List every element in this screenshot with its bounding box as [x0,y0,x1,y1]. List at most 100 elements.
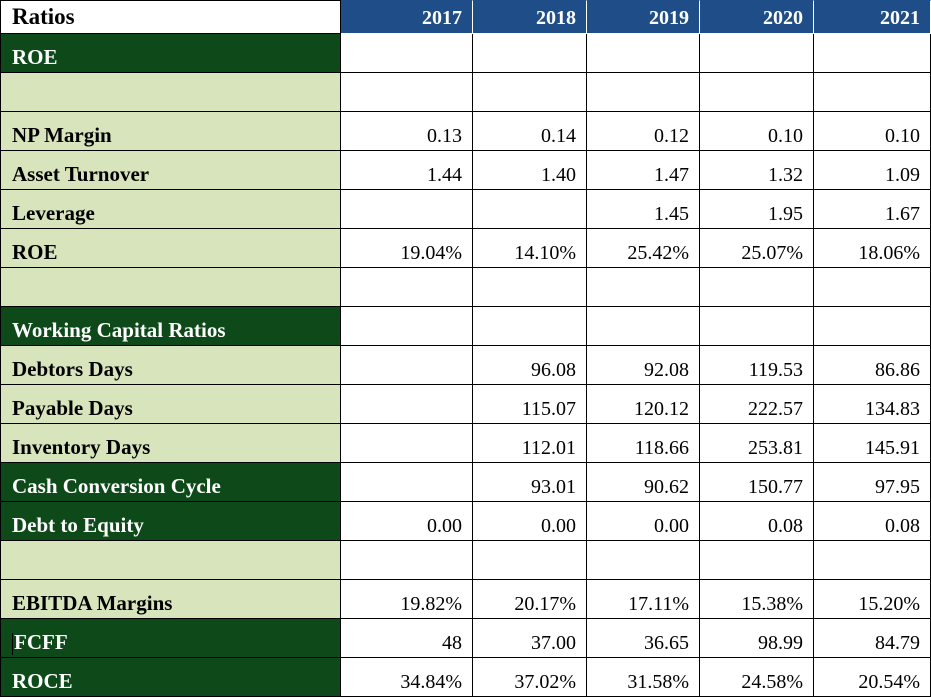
row-label[interactable]: Payable Days [0,385,341,424]
row-label[interactable]: EBITDA Margins [0,580,341,619]
value-cell-2019[interactable]: 0.00 [587,502,700,541]
value-cell-2020[interactable]: 15.38% [700,580,814,619]
value-cell-2019[interactable]: 0.12 [587,112,700,151]
value-cell-2018[interactable]: 0.14 [473,112,587,151]
value-cell-2018[interactable] [473,73,587,112]
value-cell-2018[interactable]: 115.07 [473,385,587,424]
row-label[interactable]: Asset Turnover [0,151,341,190]
row-label[interactable] [0,268,341,307]
value-cell-2019[interactable] [587,307,700,346]
value-cell-2020[interactable]: 24.58% [700,658,814,697]
row-label[interactable]: ROE [0,34,341,73]
value-cell-2021[interactable]: 20.54% [814,658,931,697]
row-label[interactable] [0,73,341,112]
value-cell-2018[interactable] [473,268,587,307]
value-cell-2020[interactable] [700,268,814,307]
value-cell-2021[interactable]: 1.67 [814,190,931,229]
value-cell-2018[interactable]: 14.10% [473,229,587,268]
value-cell-2020[interactable] [700,307,814,346]
table-title[interactable]: Ratios [0,0,341,34]
value-cell-2019[interactable]: 120.12 [587,385,700,424]
value-cell-2019[interactable] [587,34,700,73]
value-cell-2018[interactable]: 112.01 [473,424,587,463]
value-cell-2018[interactable]: 93.01 [473,463,587,502]
value-cell-2021[interactable]: 0.10 [814,112,931,151]
value-cell-2021[interactable]: 145.91 [814,424,931,463]
value-cell-2017[interactable] [341,73,473,112]
value-cell-2021[interactable]: 18.06% [814,229,931,268]
value-cell-2017[interactable] [341,541,473,580]
value-cell-2020[interactable]: 222.57 [700,385,814,424]
value-cell-2018[interactable]: 1.40 [473,151,587,190]
value-cell-2019[interactable]: 90.62 [587,463,700,502]
row-label[interactable]: Working Capital Ratios [0,307,341,346]
value-cell-2017[interactable]: 19.04% [341,229,473,268]
value-cell-2018[interactable]: 0.00 [473,502,587,541]
value-cell-2019[interactable]: 118.66 [587,424,700,463]
row-label[interactable]: Leverage [0,190,341,229]
year-header-2021[interactable]: 2021 [814,0,931,34]
value-cell-2018[interactable]: 37.00 [473,619,587,658]
row-label[interactable]: Inventory Days [0,424,341,463]
row-label[interactable]: ROE [0,229,341,268]
value-cell-2019[interactable]: 1.47 [587,151,700,190]
value-cell-2020[interactable] [700,541,814,580]
year-header-2018[interactable]: 2018 [473,0,587,34]
value-cell-2017[interactable] [341,346,473,385]
row-label[interactable]: Debt to Equity [0,502,341,541]
value-cell-2021[interactable] [814,268,931,307]
value-cell-2020[interactable]: 25.07% [700,229,814,268]
value-cell-2020[interactable]: 0.08 [700,502,814,541]
value-cell-2019[interactable]: 1.45 [587,190,700,229]
value-cell-2021[interactable]: 84.79 [814,619,931,658]
value-cell-2019[interactable]: 25.42% [587,229,700,268]
row-label[interactable]: NP Margin [0,112,341,151]
value-cell-2017[interactable] [341,385,473,424]
row-label[interactable] [0,541,341,580]
value-cell-2018[interactable]: 96.08 [473,346,587,385]
value-cell-2018[interactable] [473,34,587,73]
value-cell-2020[interactable] [700,34,814,73]
value-cell-2017[interactable] [341,463,473,502]
value-cell-2017[interactable]: 1.44 [341,151,473,190]
value-cell-2019[interactable] [587,268,700,307]
year-header-2019[interactable]: 2019 [587,0,700,34]
value-cell-2019[interactable]: 36.65 [587,619,700,658]
value-cell-2017[interactable] [341,34,473,73]
value-cell-2017[interactable]: 0.00 [341,502,473,541]
row-label[interactable]: ROCE [0,658,341,697]
value-cell-2018[interactable] [473,307,587,346]
value-cell-2021[interactable]: 1.09 [814,151,931,190]
value-cell-2019[interactable]: 17.11% [587,580,700,619]
value-cell-2017[interactable] [341,424,473,463]
row-label[interactable]: Cash Conversion Cycle [0,463,341,502]
value-cell-2019[interactable] [587,73,700,112]
value-cell-2021[interactable]: 97.95 [814,463,931,502]
value-cell-2020[interactable]: 119.53 [700,346,814,385]
value-cell-2018[interactable]: 37.02% [473,658,587,697]
row-label[interactable]: Debtors Days [0,346,341,385]
value-cell-2021[interactable]: 86.86 [814,346,931,385]
value-cell-2020[interactable]: 1.95 [700,190,814,229]
value-cell-2019[interactable]: 31.58% [587,658,700,697]
value-cell-2020[interactable]: 150.77 [700,463,814,502]
value-cell-2021[interactable]: 134.83 [814,385,931,424]
value-cell-2017[interactable] [341,307,473,346]
value-cell-2021[interactable] [814,73,931,112]
value-cell-2021[interactable]: 15.20% [814,580,931,619]
value-cell-2018[interactable]: 20.17% [473,580,587,619]
value-cell-2019[interactable]: 92.08 [587,346,700,385]
value-cell-2017[interactable]: 34.84% [341,658,473,697]
value-cell-2021[interactable] [814,307,931,346]
value-cell-2019[interactable] [587,541,700,580]
value-cell-2020[interactable] [700,73,814,112]
value-cell-2020[interactable]: 98.99 [700,619,814,658]
value-cell-2020[interactable]: 0.10 [700,112,814,151]
row-label[interactable]: FCFF [0,619,341,658]
value-cell-2017[interactable]: 0.13 [341,112,473,151]
value-cell-2021[interactable] [814,541,931,580]
year-header-2017[interactable]: 2017 [341,0,473,34]
value-cell-2020[interactable]: 1.32 [700,151,814,190]
value-cell-2017[interactable]: 48 [341,619,473,658]
value-cell-2017[interactable] [341,268,473,307]
